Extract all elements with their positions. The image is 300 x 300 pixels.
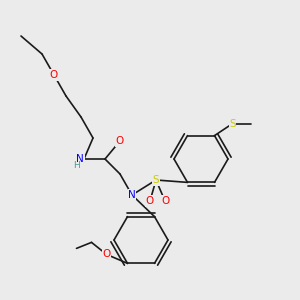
Text: S: S	[153, 175, 159, 185]
Text: N: N	[76, 154, 84, 164]
Text: O: O	[50, 70, 58, 80]
Text: O: O	[161, 196, 169, 206]
Text: O: O	[146, 196, 154, 206]
Text: N: N	[128, 190, 136, 200]
Text: S: S	[229, 118, 236, 129]
Text: H: H	[73, 160, 80, 169]
Text: O: O	[116, 136, 124, 146]
Text: O: O	[102, 249, 111, 260]
